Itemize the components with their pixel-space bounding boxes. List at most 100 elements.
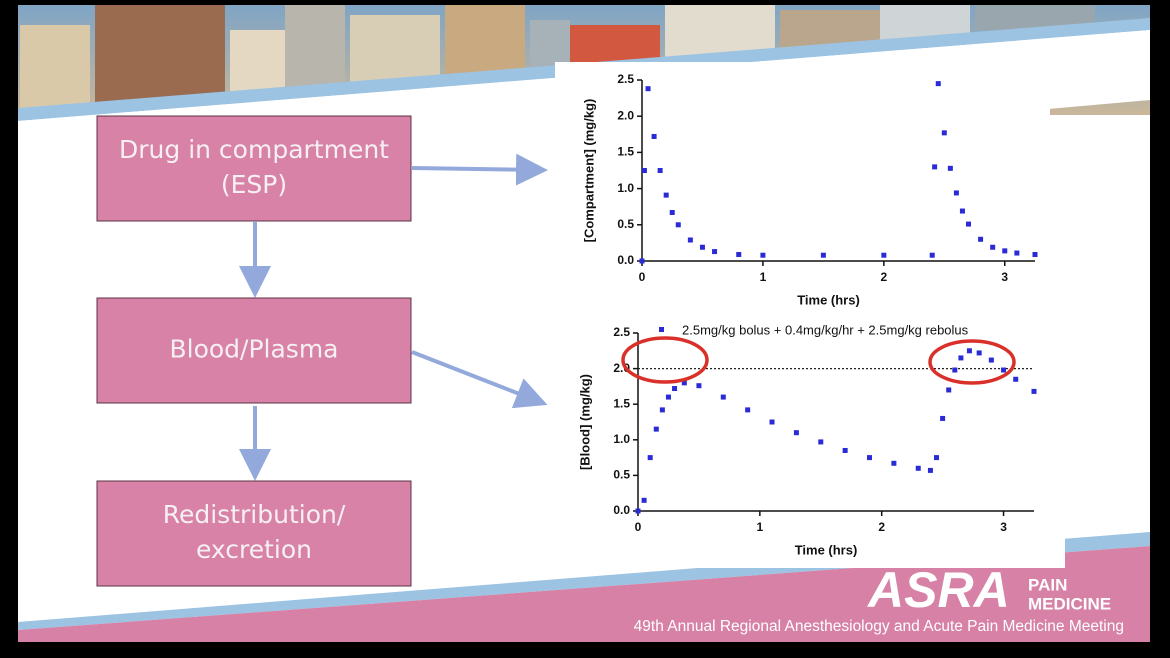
y-tick-label: 2.5 [613,325,630,339]
data-point [953,190,959,196]
x-tick-label: 3 [1000,520,1007,534]
y-tick-label: 1.5 [613,396,630,410]
data-point [947,165,953,171]
y-tick-label: 0.5 [613,468,630,482]
data-point [712,249,718,255]
data-point [1002,248,1008,254]
data-point [935,81,941,87]
data-point [720,394,726,400]
data-point [934,455,940,461]
data-point [641,497,647,503]
y-tick-label: 0.5 [617,217,634,231]
data-point [736,251,742,257]
diagram: Drug in compartment (ESP) Blood/Plasma Redi… [96,115,412,587]
box-label: excretion [196,535,312,564]
x-tick-label: 3 [1001,270,1008,284]
y-tick-label: 1.0 [613,432,630,446]
chart-panel [555,318,1065,568]
logo-sub: MEDICINE [1028,594,1111,613]
data-point [745,407,751,413]
box-label: Drug in compartment [119,135,389,164]
y-axis-title: [Blood] (mg/kg) [577,374,592,470]
data-point [651,133,657,139]
x-tick-label: 0 [635,520,642,534]
meeting-name: 49th Annual Regional Anesthesiology and … [634,618,1124,635]
data-point [699,244,705,250]
y-axis-title: [Compartment] (mg/kg) [581,99,596,243]
data-point [941,130,947,136]
data-point [929,252,935,258]
process-box [96,480,412,587]
arrows [239,153,548,481]
data-point [657,168,663,173]
x-axis-title: Time (hrs) [795,542,858,557]
data-point [965,221,971,227]
y-tick-label: 1.0 [617,181,634,195]
data-point [952,367,958,373]
data-point [760,252,766,258]
data-point [820,252,826,258]
data-point [958,355,964,361]
arrow [411,350,548,409]
x-tick-label: 1 [757,520,764,534]
x-tick-label: 2 [881,270,888,284]
data-point [1013,376,1019,382]
data-point [881,252,887,258]
box-label: (ESP) [221,170,287,199]
data-point [641,168,647,173]
y-tick-label: 2.0 [613,361,630,375]
data-point [1001,367,1007,373]
y-tick-label: 0.0 [613,503,630,517]
x-tick-label: 0 [639,270,646,284]
data-point [672,386,678,392]
logo: ASRA [866,562,1010,618]
data-point [665,394,671,400]
data-point [669,209,675,215]
data-point [891,460,897,466]
y-tick-label: 0.0 [617,253,634,267]
x-tick-label: 2 [878,520,885,534]
data-point [1014,250,1020,256]
data-point [946,387,952,393]
highlight-ellipse [621,336,709,384]
data-point [663,192,669,198]
data-point [647,455,653,461]
data-point [635,508,641,514]
data-point [687,237,693,243]
data-point [988,357,994,363]
data-point [793,430,799,436]
data-point [653,426,659,432]
y-tick-label: 1.5 [617,145,634,159]
data-point [681,380,687,386]
arrow [411,153,548,186]
legend-label: 2.5mg/kg bolus + 0.4mg/kg/hr + 2.5mg/kg … [682,322,969,337]
chart-panel [555,62,1050,317]
data-point [769,419,775,425]
data-point [966,348,972,354]
y-tick-label: 2.5 [617,72,634,86]
box-label: Redistribution/ [163,500,346,529]
data-point [932,164,938,170]
data-point [818,439,824,445]
data-point [645,86,651,92]
legend-marker [659,327,664,332]
y-tick-label: 2.0 [617,108,634,122]
data-point [927,467,933,473]
data-point [915,465,921,471]
data-point [978,236,984,242]
process-box [96,115,412,222]
data-point [940,415,946,421]
highlight-ellipse [928,339,1016,385]
data-point [675,222,681,228]
box-label: Blood/Plasma [169,335,338,364]
pink-band [18,546,1150,642]
data-point [959,208,965,214]
data-point [990,244,996,250]
data-point [842,447,848,453]
x-axis-title: Time (hrs) [797,292,860,307]
data-point [639,258,645,264]
x-tick-label: 1 [760,270,767,284]
data-point [1032,251,1038,257]
logo-sub: PAIN [1028,575,1067,594]
